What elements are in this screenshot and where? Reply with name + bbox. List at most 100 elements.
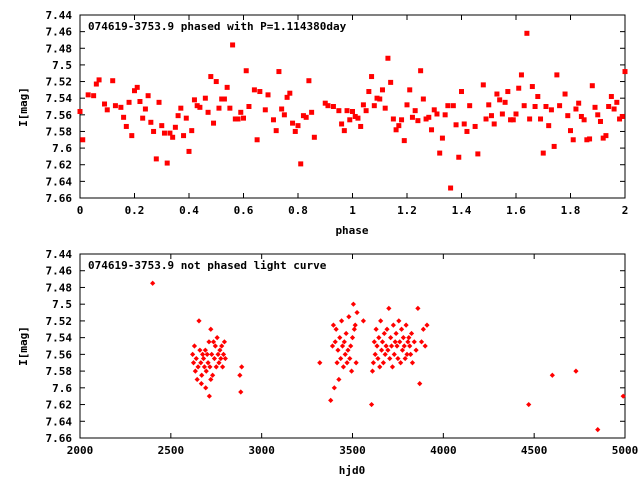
unphased-y-tick-label: 7.46 [46,265,73,278]
phased-data-point [355,115,361,121]
unphased-data-point [394,343,400,349]
unphased-data-point [340,364,347,370]
unphased-data-point [402,355,408,362]
phased-data-point [322,100,328,106]
unphased-data-point [342,351,348,357]
phased-data-point [219,96,225,102]
unphased-data-point [393,330,399,337]
phased-data-point [191,97,197,103]
phased-data-point [548,107,554,113]
unphased-data-point [210,372,216,378]
phased-data-point [80,137,86,143]
unphased-data-points [150,280,626,433]
unphased-data-point [211,355,218,362]
unphased-data-point [408,330,415,337]
unphased-data-point [400,335,406,341]
unphased-data-point [418,339,425,345]
phased-y-tick-label: 7.5 [52,59,72,72]
phased-plot-title: 074619-3753.9 phased with P=1.114380day [88,20,347,33]
phased-data-point [202,95,208,101]
unphased-data-point [200,355,207,362]
phased-data-point [243,68,249,74]
phased-data-point [300,113,306,119]
phased-data-point [508,117,514,123]
unphased-data-point [368,401,375,408]
phased-data-point [445,103,451,109]
phased-data-point [151,128,157,134]
unphased-data-point [207,364,213,370]
phased-data-point [254,137,260,143]
unphased-data-point [349,335,356,341]
phased-data-point [262,107,268,113]
phased-data-point [91,93,97,99]
unphased-data-point [331,385,337,391]
phased-data-point [164,160,170,166]
phased-data-point [145,93,151,99]
phased-y-tick-label: 7.56 [46,109,73,122]
unphased-data-point [350,301,357,307]
phased-data-point [96,77,102,83]
unphased-data-point [238,389,244,395]
phased-data-point [592,104,598,110]
unphased-data-point [208,376,214,383]
unphased-y-tick-label: 7.66 [46,432,73,445]
unphased-data-point [190,351,196,357]
unphased-y-tick-label: 7.44 [46,248,73,261]
unphased-data-point [205,360,211,366]
unphased-data-point [388,335,394,341]
phased-data-point [167,130,173,136]
phased-data-point [140,115,146,121]
unphased-data-point [330,322,337,328]
phased-x-tick-label: 1.6 [506,204,526,217]
phased-data-point [238,109,244,115]
unphased-data-point [206,339,212,345]
phased-y-tick-label: 7.6 [52,142,72,155]
phased-data-point [497,97,503,103]
phased-data-point [570,137,576,143]
unphased-data-point [384,326,390,332]
unphased-data-point [339,318,345,324]
unphased-data-point [203,385,209,391]
phased-x-tick-label: 2 [622,204,629,217]
phased-data-point [399,117,405,123]
phased-data-point [251,87,257,93]
phased-data-point [415,118,421,124]
unphased-data-point [378,318,384,324]
unphased-data-point [373,326,379,332]
unphased-data-point [196,318,202,324]
phased-data-point [388,79,394,85]
unphased-data-point [395,355,401,362]
phased-data-point [232,116,238,122]
phased-x-tick-label: 0.2 [125,204,145,217]
unphased-data-point [194,376,200,383]
unphased-data-point [210,339,217,345]
phased-data-point [546,123,552,129]
phased-data-point [295,123,301,129]
phased-data-point [540,150,546,156]
unphased-data-point [219,343,225,349]
phased-data-point [161,130,167,136]
unphased-data-point [387,355,393,362]
unphased-data-point [338,355,344,362]
phased-data-point [287,90,293,96]
phased-data-point [366,89,372,95]
unphased-light-curve-panel: 074619-3753.9 not phased light curve hjd… [17,248,638,477]
unphased-axis-ticks: 2000 2500 3000 3500 4000 4500 5000 7.44 7.46 7.48… [46,248,639,457]
phased-data-point [292,128,298,134]
phased-data-point [442,112,448,118]
phased-data-point [483,116,489,122]
phased-data-point [448,185,454,191]
phased-data-point [521,103,527,109]
phased-data-point [608,94,614,100]
phased-data-point [532,104,538,109]
unphased-x-tick-label: 5000 [612,444,639,457]
unphased-data-point [216,360,222,366]
unphased-data-point [346,314,352,320]
phased-data-point [404,102,410,108]
unphased-y-tick-label: 7.6 [52,382,72,395]
unphased-data-point [191,343,198,349]
phased-data-point [589,83,595,89]
phased-data-point [494,91,500,97]
unphased-data-point [407,343,413,349]
phased-data-point [363,108,369,114]
